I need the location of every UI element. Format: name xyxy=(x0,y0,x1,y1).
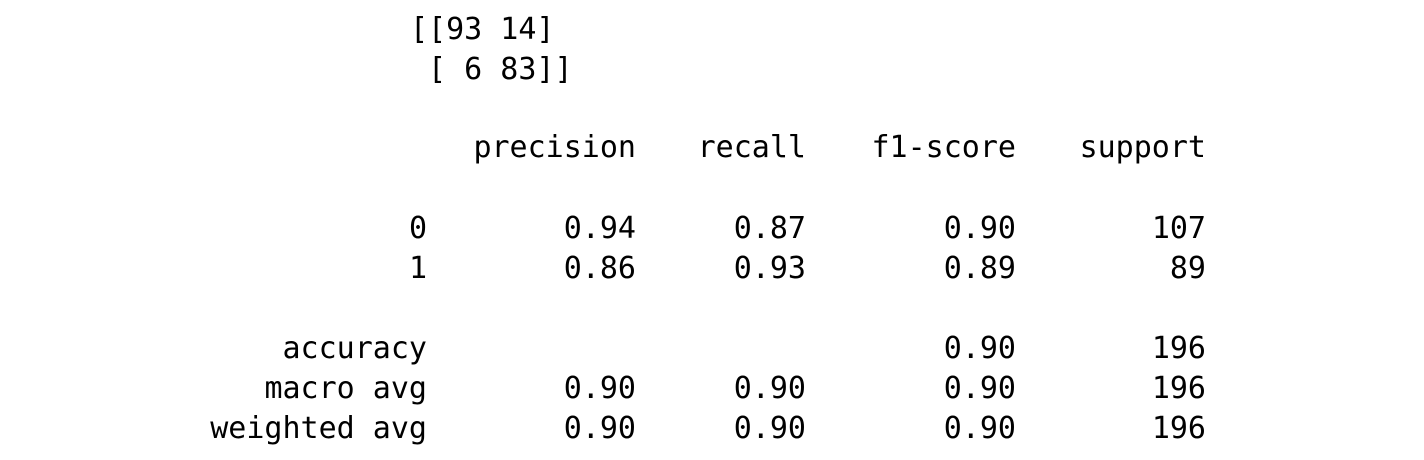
macro-avg-label: macro avg xyxy=(264,371,427,406)
accuracy-support: 196 xyxy=(1151,331,1206,366)
confusion-matrix-line-1: [[93 14] xyxy=(410,12,555,47)
row-1-support: 89 xyxy=(1169,251,1206,286)
weighted-avg-f1: 0.90 xyxy=(943,411,1016,446)
row-label-1: 1 xyxy=(408,251,427,286)
row-0-precision: 0.94 xyxy=(563,211,636,246)
weighted-avg-precision: 0.90 xyxy=(563,411,636,446)
macro-avg-support: 196 xyxy=(1151,371,1206,406)
header-support: support xyxy=(1079,130,1206,165)
weighted-avg-recall: 0.90 xyxy=(733,411,806,446)
header-f1-score: f1-score xyxy=(871,130,1017,165)
row-1-precision: 0.86 xyxy=(563,251,636,286)
row-1-f1: 0.89 xyxy=(943,251,1016,286)
macro-avg-f1: 0.90 xyxy=(943,371,1016,406)
accuracy-label: accuracy xyxy=(282,331,428,366)
row-label-0: 0 xyxy=(408,211,427,246)
row-0-f1: 0.90 xyxy=(943,211,1016,246)
weighted-avg-support: 196 xyxy=(1151,411,1206,446)
row-0-recall: 0.87 xyxy=(733,211,806,246)
weighted-avg-label: weighted avg xyxy=(210,411,427,446)
macro-avg-recall: 0.90 xyxy=(733,371,806,406)
header-recall: recall xyxy=(697,130,806,165)
accuracy-f1: 0.90 xyxy=(943,331,1016,366)
row-1-recall: 0.93 xyxy=(733,251,806,286)
row-0-support: 107 xyxy=(1151,211,1206,246)
macro-avg-precision: 0.90 xyxy=(563,371,636,406)
confusion-matrix-line-2: [ 6 83]] xyxy=(410,52,573,87)
header-precision: precision xyxy=(473,130,636,165)
